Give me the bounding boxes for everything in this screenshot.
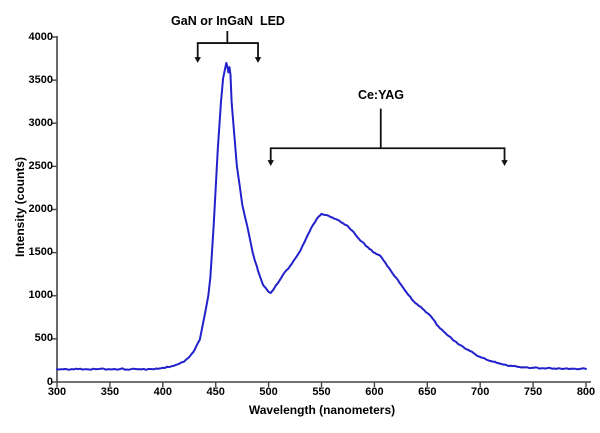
annotation-arrowhead bbox=[267, 160, 274, 166]
x-tick-label: 700 bbox=[471, 386, 490, 398]
y-tick-label: 2000 bbox=[28, 203, 53, 215]
y-tick-label: 1500 bbox=[28, 246, 53, 259]
x-tick-label: 400 bbox=[153, 386, 172, 398]
x-tick-label: 500 bbox=[259, 386, 278, 398]
x-tick-label: 350 bbox=[100, 386, 120, 398]
x-tick-label: 800 bbox=[576, 386, 596, 398]
y-tick-label: 1000 bbox=[28, 289, 53, 302]
x-axis-title: Wavelength (nanometers) bbox=[248, 403, 396, 417]
x-tick-label: 550 bbox=[312, 386, 331, 398]
y-axis-title: Intensity (counts) bbox=[13, 156, 27, 258]
y-tick-label: 4000 bbox=[28, 30, 53, 43]
y-tick-label: 500 bbox=[34, 332, 53, 345]
annotation-arrowhead bbox=[501, 160, 508, 166]
x-tick-label: 600 bbox=[365, 386, 384, 398]
y-tick-label: 0 bbox=[46, 375, 53, 388]
annotation-label-led: GaN or InGaN LED bbox=[171, 14, 285, 28]
x-tick-label: 300 bbox=[47, 386, 67, 398]
spectrum-curve bbox=[56, 61, 587, 371]
annotation-bracket bbox=[269, 108, 506, 162]
annotation-arrowhead bbox=[254, 57, 262, 63]
y-tick-label: 3000 bbox=[28, 116, 53, 129]
x-tick-label: 650 bbox=[418, 386, 437, 398]
x-tick-label: 750 bbox=[523, 386, 543, 398]
annotation-bracket bbox=[196, 30, 259, 59]
annotation-label-ceyag: Ce:YAG bbox=[357, 88, 405, 102]
annotation-arrowhead bbox=[194, 57, 201, 63]
y-tick-label: 3500 bbox=[28, 73, 53, 86]
y-tick-label: 2500 bbox=[28, 159, 53, 172]
x-tick-label: 450 bbox=[206, 386, 225, 398]
